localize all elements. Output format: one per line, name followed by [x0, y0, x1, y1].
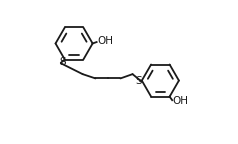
Text: S: S [59, 57, 65, 67]
Text: OH: OH [97, 36, 113, 47]
Text: OH: OH [173, 96, 188, 106]
Text: S: S [136, 76, 142, 86]
